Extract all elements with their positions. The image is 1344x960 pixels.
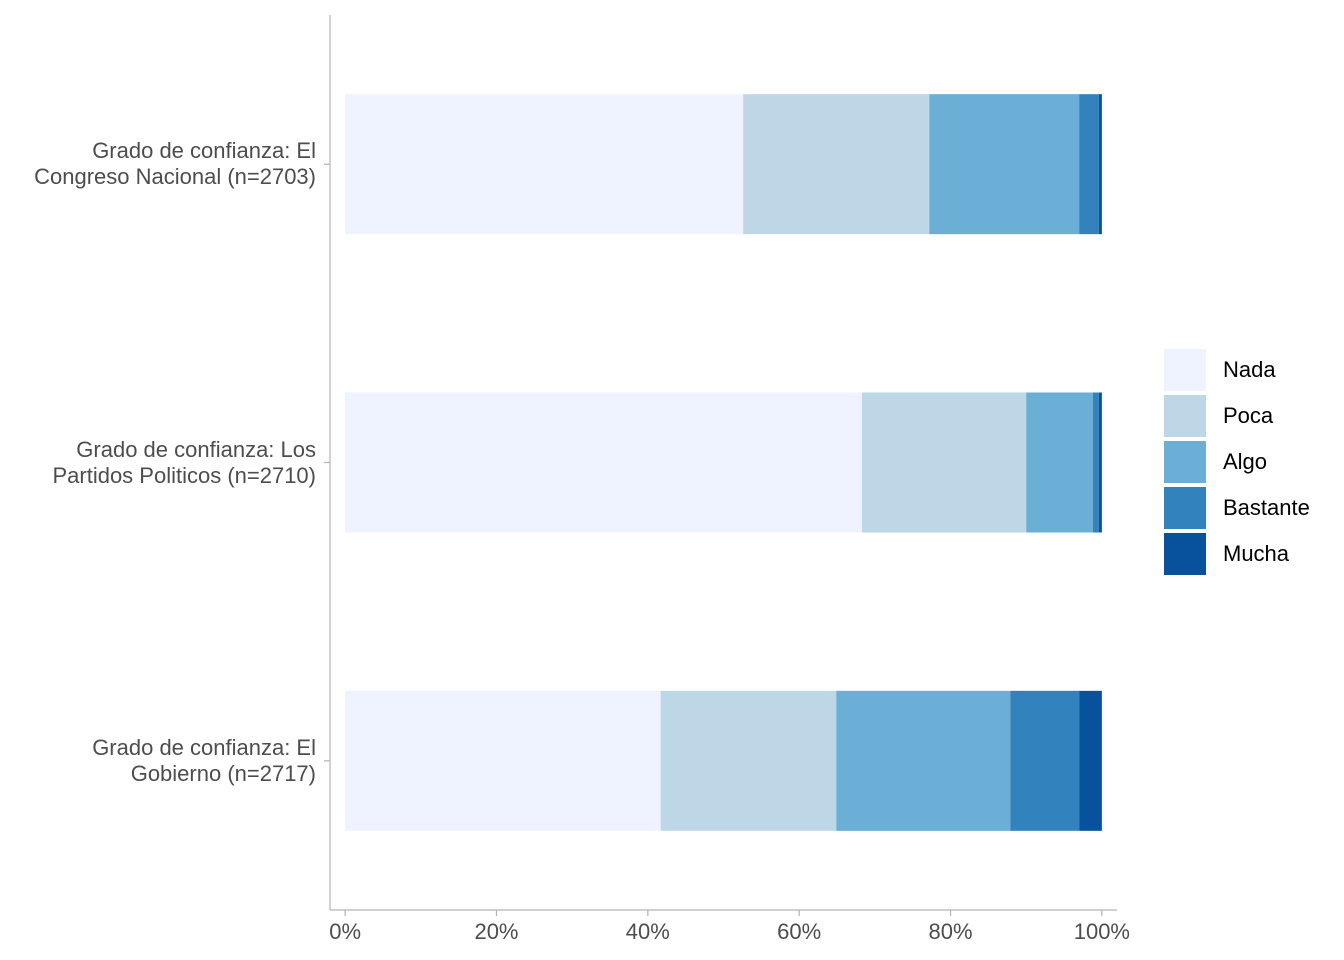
x-tick-label: 100% <box>1074 919 1130 944</box>
y-tick-label: Grado de confianza: Los Partidos Politic… <box>52 436 316 488</box>
legend-label: Algo <box>1223 449 1267 474</box>
x-tick-label: 0% <box>329 919 361 944</box>
bar-segment <box>345 94 744 235</box>
bar-segment <box>1098 392 1102 533</box>
bar-segment <box>929 94 1080 235</box>
bar-segment <box>1010 690 1080 831</box>
bar-segment <box>1092 392 1099 533</box>
bar-segment <box>1098 94 1102 235</box>
x-tick-label: 40% <box>626 919 670 944</box>
y-tick-label: Grado de confianza: El Congreso Nacional… <box>34 138 316 190</box>
x-tick-label: 60% <box>777 919 821 944</box>
legend-label: Bastante <box>1223 495 1310 520</box>
legend-label: Nada <box>1223 357 1276 382</box>
bar-segment <box>1079 690 1102 831</box>
bar-segment <box>1026 392 1093 533</box>
legend-label: Mucha <box>1223 541 1290 566</box>
legend-key <box>1164 441 1206 483</box>
bar-segment <box>836 690 1011 831</box>
legend-key <box>1164 349 1206 391</box>
bar-segment <box>345 690 661 831</box>
legend-key <box>1164 533 1206 575</box>
bar-segment <box>660 690 837 831</box>
legend-label: Poca <box>1223 403 1274 428</box>
x-tick-label: 20% <box>474 919 518 944</box>
bar-segment <box>861 392 1027 533</box>
x-tick-label: 80% <box>928 919 972 944</box>
legend-key <box>1164 487 1206 529</box>
bar-segment <box>345 392 862 533</box>
bar-segment <box>1079 94 1099 235</box>
y-tick-label: Grado de confianza: El Gobierno (n=2717) <box>92 734 316 786</box>
bar-segment <box>743 94 930 235</box>
legend-key <box>1164 395 1206 437</box>
